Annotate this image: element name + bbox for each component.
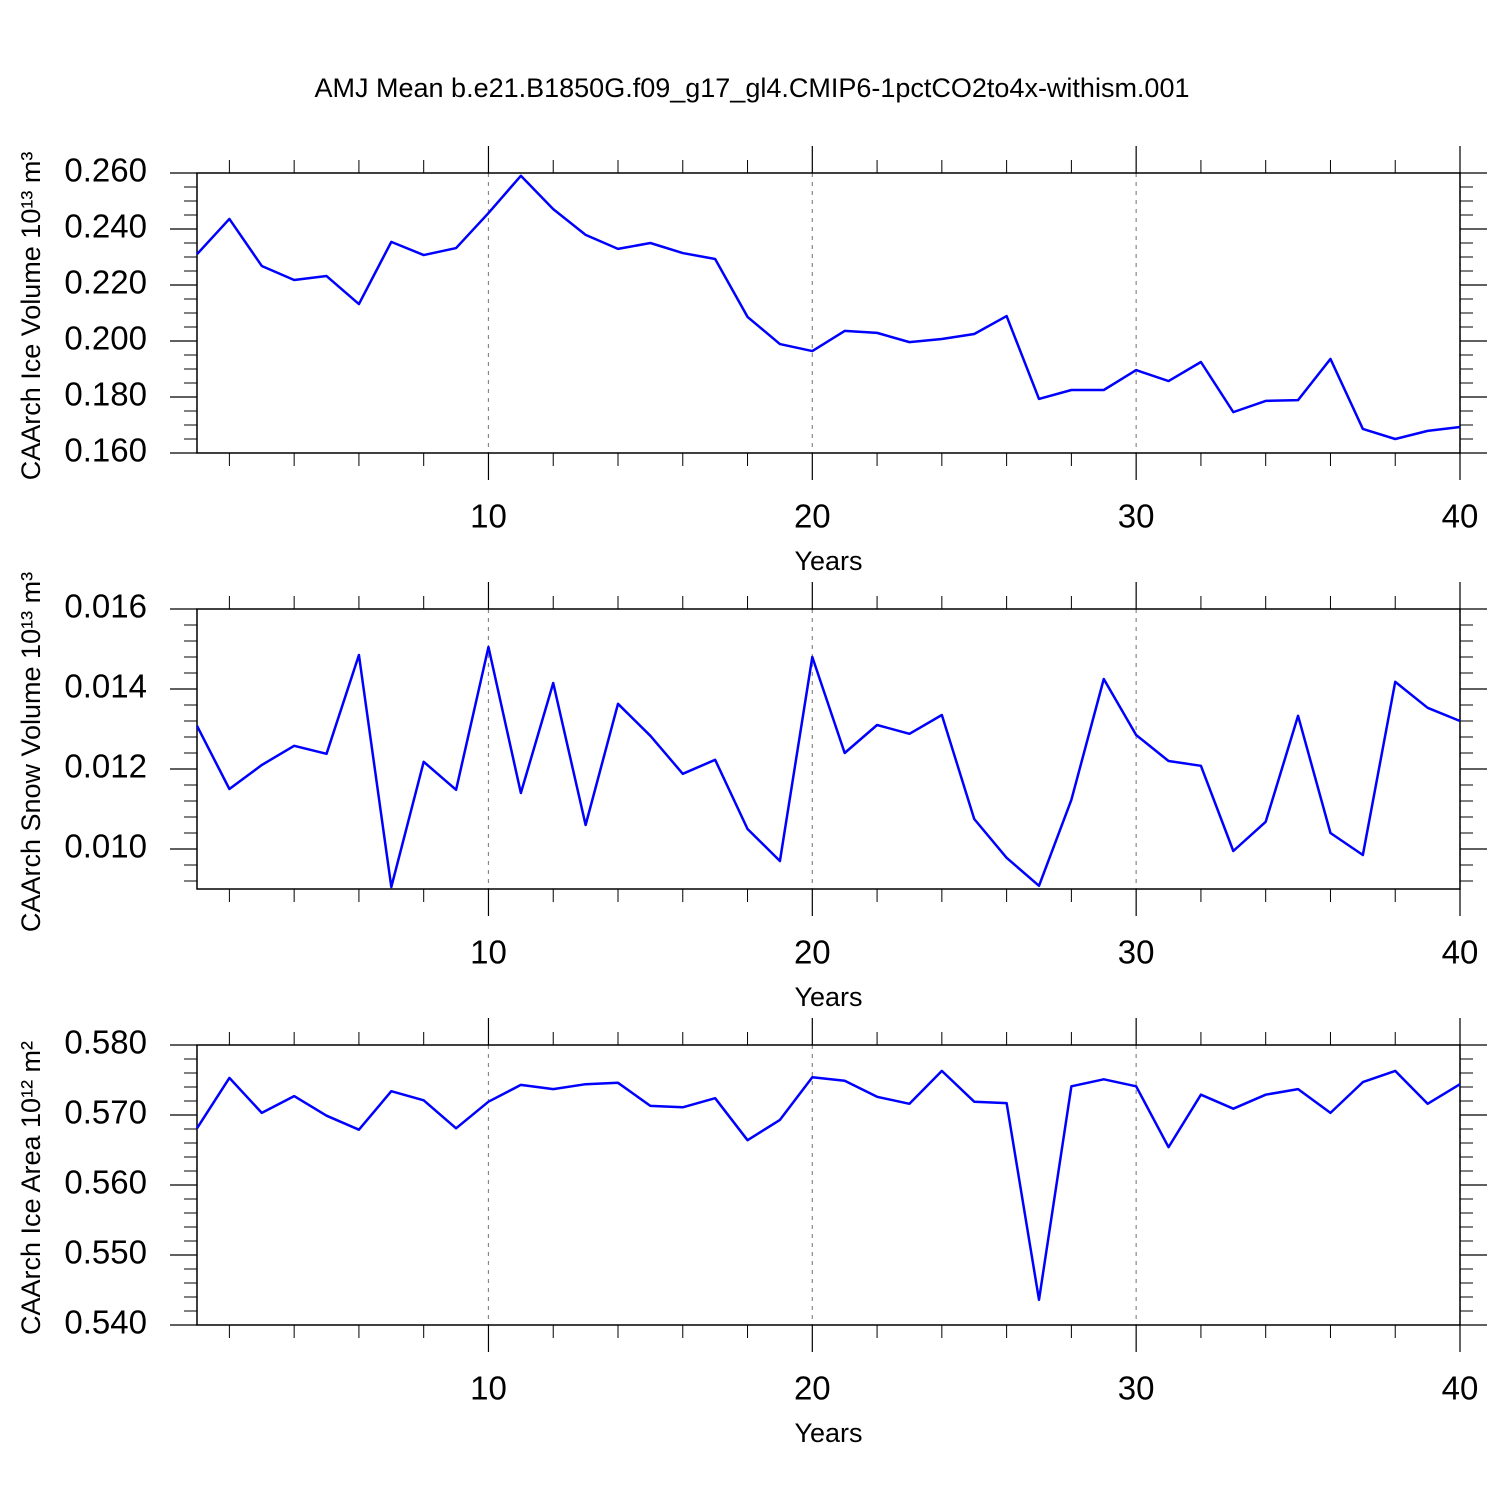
y-tick-label: 0.160 (64, 432, 147, 469)
plot-frame (196, 1044, 1461, 1326)
data-line (196, 174, 1461, 441)
x-tick-label: 10 (470, 498, 507, 535)
x-tick-label: 30 (1118, 934, 1155, 971)
chart-title: AMJ Mean b.e21.B1850G.f09_g17_gl4.CMIP6-… (315, 73, 1190, 103)
x-tick-label: 20 (794, 934, 831, 971)
x-tick-label: 30 (1118, 498, 1155, 535)
x-tick-label: 20 (794, 1370, 831, 1407)
x-tick-label: 40 (1442, 498, 1479, 535)
data-line (195, 645, 1461, 889)
x-tick-label: 10 (470, 934, 507, 971)
x-axis-label: Years (794, 1418, 862, 1448)
y-tick-label: 0.580 (64, 1024, 147, 1061)
y-tick-label: 0.570 (64, 1094, 147, 1131)
y-tick-label: 0.540 (64, 1304, 147, 1341)
x-tick-label: 20 (794, 498, 831, 535)
x-tick-label: 30 (1118, 1370, 1155, 1407)
x-tick-label: 40 (1442, 934, 1479, 971)
y-axis-label: CAArch Ice Volume 10¹³ m³ (16, 152, 46, 481)
y-axis-label: CAArch Ice Area 10¹² m² (16, 1041, 46, 1335)
y-tick-label: 0.016 (64, 588, 147, 625)
y-axis-label: CAArch Snow Volume 10¹³ m³ (16, 572, 46, 932)
data-line (195, 1069, 1461, 1302)
x-tick-label: 10 (470, 1370, 507, 1407)
y-tick-label: 0.200 (64, 320, 147, 357)
y-tick-label: 0.010 (64, 828, 147, 865)
y-tick-label: 0.560 (64, 1164, 147, 1201)
y-tick-label: 0.220 (64, 264, 147, 301)
x-tick-label: 40 (1442, 1370, 1479, 1407)
y-tick-label: 0.180 (64, 376, 147, 413)
x-axis-label: Years (794, 982, 862, 1012)
y-tick-label: 0.550 (64, 1234, 147, 1271)
x-axis-label: Years (794, 546, 862, 576)
plot-frame (196, 172, 1461, 454)
plot-frame (196, 608, 1461, 890)
y-tick-label: 0.012 (64, 748, 147, 785)
y-tick-label: 0.014 (64, 668, 147, 705)
y-tick-label: 0.240 (64, 208, 147, 245)
y-tick-label: 0.260 (64, 152, 147, 189)
